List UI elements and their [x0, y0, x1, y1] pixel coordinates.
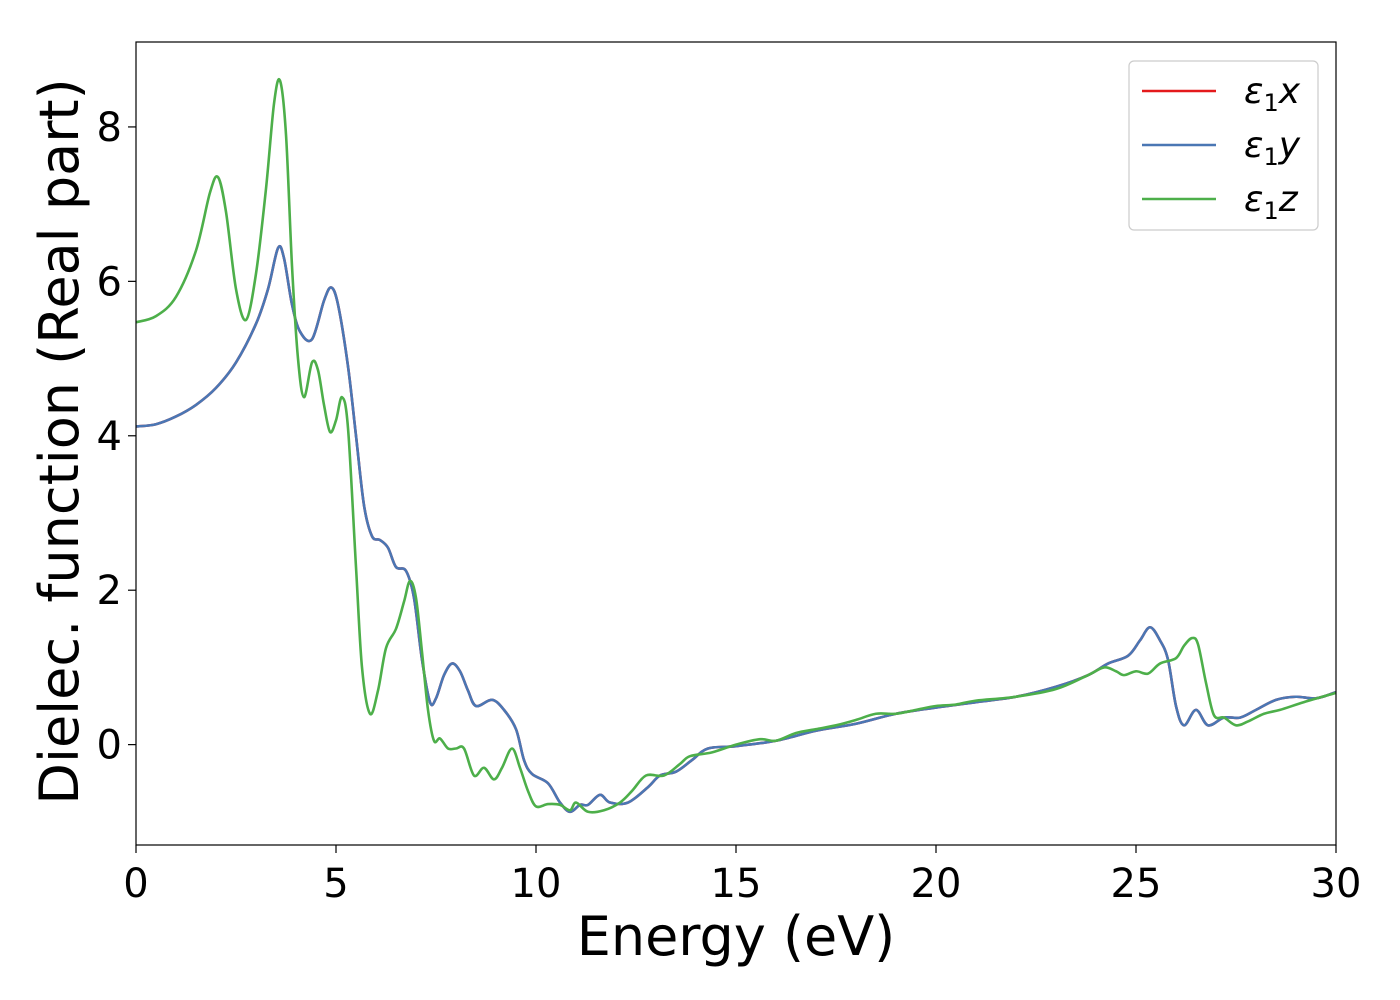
y-axis-label: Dielec. function (Real part): [28, 78, 91, 804]
y-tick-label: 8: [97, 105, 122, 151]
legend-label-x: ε1x: [1244, 71, 1301, 117]
y-tick-label: 2: [97, 568, 122, 614]
legend-label-y: ε1y: [1244, 125, 1301, 171]
x-tick-label: 25: [1111, 861, 1162, 907]
x-axis-ticks: 0 5 10 15 20 25 30: [123, 845, 1361, 907]
legend-box: [1128, 60, 1319, 231]
x-tick-label: 10: [511, 861, 562, 907]
series-line-y: [135, 244, 1337, 814]
y-axis-ticks: 0 2 4 6 8: [97, 105, 136, 769]
y-tick-label: 6: [97, 259, 122, 305]
x-tick-label: 15: [711, 861, 762, 907]
x-tick-label: 30: [1311, 861, 1362, 907]
x-tick-label: 20: [911, 861, 962, 907]
y-tick-label: 0: [97, 723, 122, 769]
legend: ε1x ε1y ε1z: [1128, 60, 1319, 231]
x-tick-label: 5: [323, 861, 348, 907]
x-tick-label: 0: [123, 861, 148, 907]
legend-label-z: ε1z: [1244, 179, 1299, 225]
x-axis-label: Energy (eV): [577, 905, 896, 968]
y-tick-label: 4: [97, 414, 122, 460]
series-lines: [135, 78, 1337, 814]
series-line-z: [135, 78, 1337, 814]
